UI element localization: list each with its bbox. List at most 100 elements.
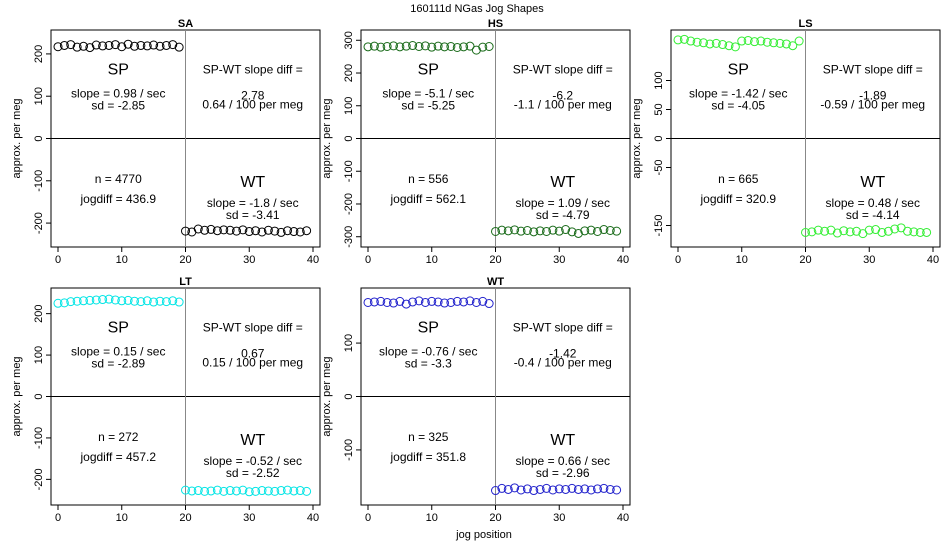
data-point	[123, 295, 133, 305]
wt-slope: slope = 0.66 / sec	[516, 454, 610, 468]
slope-diff-value: -1.89	[859, 88, 887, 102]
data-point	[79, 41, 88, 51]
figure-title: 160111d NGas Jog Shapes	[410, 3, 544, 15]
data-point	[465, 296, 475, 306]
data-point	[586, 485, 596, 495]
data-point	[251, 486, 261, 496]
data-point	[484, 299, 494, 309]
data-point	[446, 297, 456, 307]
y-tick-label: -150	[653, 214, 665, 236]
y-tick-label: -300	[343, 226, 355, 248]
data-point	[794, 36, 804, 46]
data-point	[535, 484, 545, 494]
data-point	[535, 226, 545, 236]
x-tick-label: 30	[553, 254, 565, 266]
data-point	[452, 296, 462, 306]
data-point	[522, 484, 532, 494]
sp-slope: slope = 0.98 / sec	[71, 86, 165, 100]
data-point	[440, 42, 449, 52]
data-point	[593, 226, 602, 236]
data-point	[136, 40, 146, 50]
data-point	[289, 486, 299, 496]
n-count: n = 4770	[95, 172, 142, 186]
data-point	[289, 227, 299, 237]
wt-sd: sd = -4.14	[846, 208, 900, 222]
data-point	[605, 484, 615, 494]
slope-diff-per-meg: -0.4 / 100 per meg	[514, 355, 612, 369]
data-point	[522, 226, 532, 236]
data-point	[820, 226, 830, 236]
data-point	[459, 42, 469, 52]
data-point	[401, 41, 411, 51]
data-point	[743, 35, 753, 45]
data-point	[554, 226, 564, 236]
data-point	[542, 483, 551, 493]
data-point	[59, 298, 69, 308]
x-tick-label: 10	[116, 512, 128, 524]
data-point	[561, 484, 571, 494]
panel-title: SA	[178, 18, 193, 30]
wt-label: WT	[240, 174, 265, 191]
jogdiff: jogdiff = 351.8	[389, 450, 466, 464]
data-point	[718, 40, 728, 50]
slope-diff-per-meg: -0.59 / 100 per meg	[820, 97, 925, 111]
data-point	[369, 297, 379, 307]
sp-sd: sd = -2.85	[91, 98, 145, 112]
data-point	[149, 40, 159, 50]
data-point	[142, 296, 152, 306]
data-point	[168, 296, 178, 306]
data-point	[302, 226, 312, 236]
data-point	[117, 296, 127, 306]
data-point	[484, 41, 494, 51]
data-point	[478, 42, 488, 52]
data-point	[561, 225, 571, 235]
data-point	[257, 486, 267, 496]
data-point	[219, 225, 229, 235]
data-point	[711, 38, 721, 48]
wt-label: WT	[860, 174, 885, 191]
data-point	[593, 484, 602, 494]
data-point	[376, 296, 386, 306]
sp-slope: slope = 0.15 / sec	[71, 344, 165, 358]
data-point	[503, 484, 513, 494]
data-point	[769, 38, 779, 48]
slope-diff-per-meg: 0.15 / 100 per meg	[202, 355, 303, 369]
data-point	[705, 39, 715, 49]
data-point	[302, 486, 312, 496]
data-point	[724, 41, 734, 51]
panel-title: LT	[179, 276, 192, 288]
data-point	[909, 227, 919, 237]
data-point	[110, 295, 120, 305]
data-point	[567, 483, 577, 493]
y-tick-label: 100	[33, 87, 45, 105]
data-point	[206, 486, 216, 496]
data-point	[79, 296, 88, 306]
x-tick-label: 40	[617, 512, 629, 524]
data-point	[750, 37, 759, 47]
wt-slope: slope = 0.48 / sec	[826, 196, 920, 210]
data-point	[440, 298, 449, 308]
data-point	[295, 227, 305, 237]
wt-slope: slope = -0.52 / sec	[204, 454, 302, 468]
data-point	[136, 297, 146, 307]
y-tick-label: -200	[33, 212, 45, 234]
data-point	[263, 225, 273, 235]
x-tick-label: 40	[307, 512, 319, 524]
data-point	[491, 486, 500, 496]
wt-label: WT	[550, 432, 575, 449]
data-point	[459, 297, 469, 307]
data-point	[890, 224, 900, 234]
x-tick-label: 20	[179, 254, 191, 266]
data-point	[181, 226, 190, 236]
data-point	[542, 226, 551, 236]
data-point	[903, 226, 912, 236]
data-point	[72, 42, 82, 52]
data-point	[283, 226, 292, 236]
data-point	[225, 486, 235, 496]
data-point	[212, 485, 222, 495]
data-point	[586, 225, 596, 235]
x-axis-label: jog position	[455, 529, 512, 541]
data-point	[605, 226, 615, 236]
data-point	[420, 41, 430, 51]
